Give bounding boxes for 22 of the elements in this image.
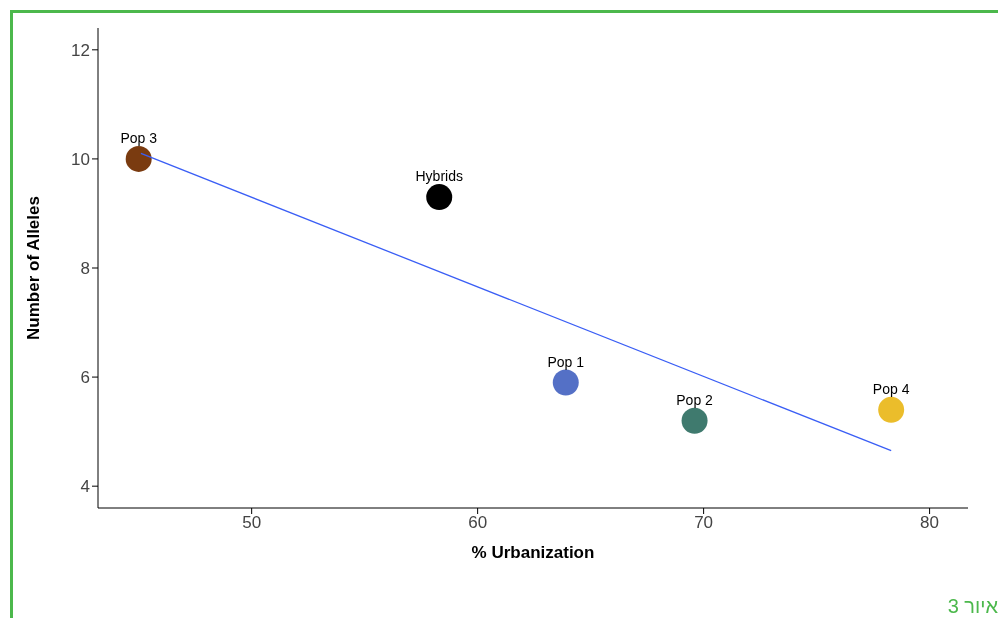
- y-tick-label: 6: [80, 368, 90, 388]
- y-axis-title: Number of Alleles: [24, 196, 44, 340]
- annotation: Pop 4: [872, 380, 910, 397]
- y-tick-label: 4: [80, 477, 90, 497]
- point: [125, 145, 152, 172]
- text: איור 3: [947, 595, 998, 618]
- point: [552, 369, 579, 396]
- x-tick-label: 80: [920, 513, 940, 533]
- annotation: Pop 2: [676, 391, 714, 408]
- point: [681, 407, 708, 434]
- y-tick-label: 10: [71, 149, 90, 169]
- y-tick-label: 8: [80, 259, 90, 279]
- x-tick-label: 60: [468, 513, 488, 533]
- x-tick-label: 70: [694, 513, 714, 533]
- annotation: Pop 1: [547, 353, 585, 370]
- x-tick-label: 50: [242, 513, 262, 533]
- point: [426, 184, 453, 211]
- y-tick-label: 12: [71, 40, 90, 60]
- annotation: Hybrids: [415, 168, 463, 185]
- point: [878, 396, 905, 423]
- x-axis-title: % Urbanization: [471, 543, 595, 562]
- annotation: Pop 3: [120, 129, 158, 146]
